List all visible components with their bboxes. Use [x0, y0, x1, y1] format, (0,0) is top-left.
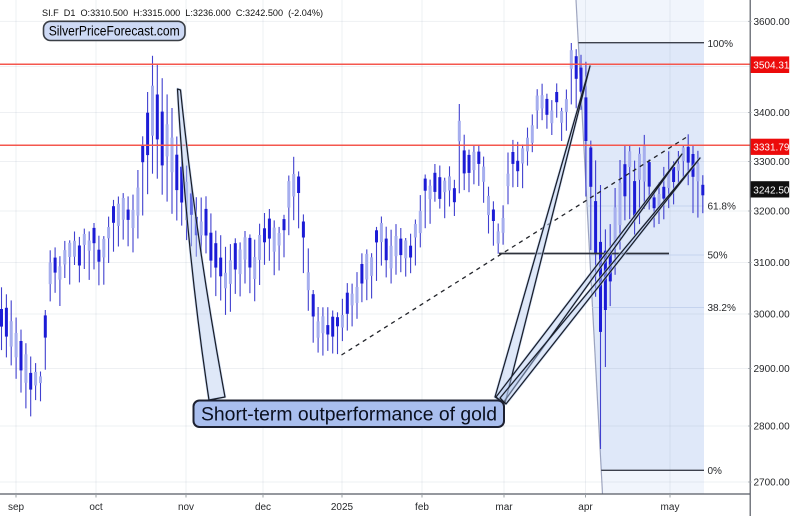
svg-text:38.2%: 38.2%	[708, 303, 736, 314]
svg-text:50%: 50%	[708, 251, 728, 262]
svg-text:2800.00: 2800.00	[754, 422, 791, 433]
svg-text:3400.00: 3400.00	[754, 108, 791, 119]
svg-text:oct: oct	[89, 502, 103, 513]
svg-text:3200.00: 3200.00	[754, 207, 791, 218]
svg-text:SilverPriceForecast.com: SilverPriceForecast.com	[49, 24, 180, 39]
svg-text:sep: sep	[8, 502, 25, 513]
svg-text:Short-term outperformance of g: Short-term outperformance of gold	[201, 405, 497, 426]
svg-text:3100.00: 3100.00	[754, 258, 791, 269]
svg-text:may: may	[661, 502, 680, 513]
svg-text:apr: apr	[578, 502, 593, 513]
svg-text:dec: dec	[255, 502, 271, 513]
svg-text:mar: mar	[495, 502, 513, 513]
svg-text:3331.79: 3331.79	[753, 143, 790, 154]
svg-text:2900.00: 2900.00	[754, 364, 791, 375]
svg-text:61.8%: 61.8%	[708, 202, 736, 213]
svg-text:feb: feb	[415, 502, 429, 513]
svg-text:SI.F D1 O:3310.500 H:3315.0: SI.F D1 O:3310.500 H:3315.000 L:3236.000…	[42, 8, 323, 19]
svg-text:nov: nov	[178, 502, 194, 513]
svg-text:100%: 100%	[708, 39, 734, 50]
svg-text:2025: 2025	[331, 502, 354, 513]
svg-text:0%: 0%	[708, 466, 723, 477]
svg-text:2700.00: 2700.00	[754, 478, 791, 489]
svg-text:3600.00: 3600.00	[754, 17, 791, 28]
svg-text:3504.31: 3504.31	[753, 61, 790, 72]
svg-text:3242.50: 3242.50	[753, 185, 790, 196]
svg-text:3000.00: 3000.00	[754, 310, 791, 321]
svg-text:3300.00: 3300.00	[754, 157, 791, 168]
